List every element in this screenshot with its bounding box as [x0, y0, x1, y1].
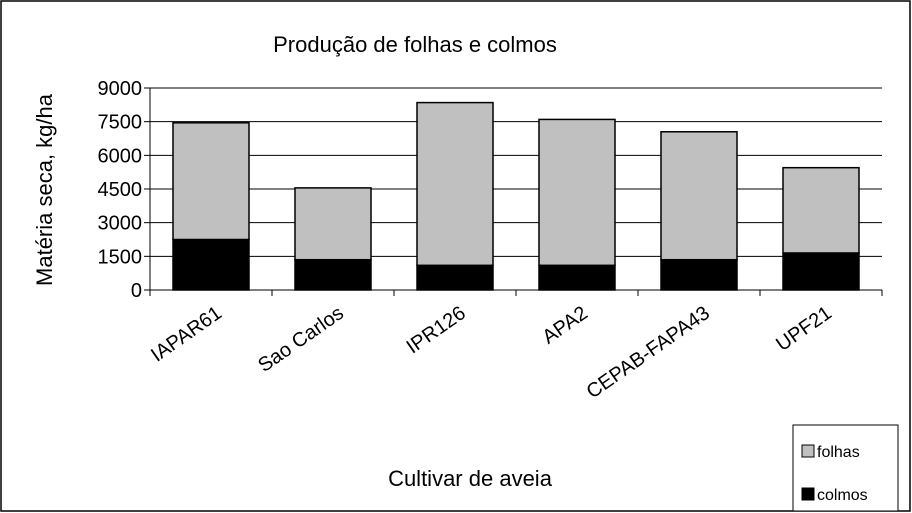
bar-segment	[172, 238, 250, 291]
bar-segment	[660, 258, 738, 291]
y-tick-label: 7500	[98, 112, 143, 134]
y-tick-label: 0	[131, 280, 142, 302]
y-tick-label: 9000	[98, 78, 143, 100]
bar-segment	[660, 131, 738, 261]
chart-title: Produção de folhas e colmos	[273, 32, 557, 57]
bar-segment	[416, 264, 494, 291]
legend-label: folhas	[817, 444, 860, 461]
y-tick-label: 3000	[98, 213, 143, 235]
bar-segment	[294, 187, 372, 261]
bar-segment	[782, 166, 860, 254]
bar-segment	[538, 264, 616, 291]
bar-segment	[782, 252, 860, 291]
x-axis-title: Cultivar de aveia	[388, 466, 553, 491]
bar-segment	[538, 118, 616, 267]
legend-label: colmos	[817, 487, 868, 504]
bar-segment	[172, 122, 250, 241]
bar-segment	[294, 258, 372, 291]
y-tick-label: 6000	[98, 145, 143, 167]
legend-swatch	[801, 444, 815, 458]
legend-swatch	[801, 487, 815, 501]
y-tick-label: 4500	[98, 179, 143, 201]
bar-segment	[416, 101, 494, 267]
y-axis-title: Matéria seca, kg/ha	[32, 93, 57, 286]
y-tick-label: 1500	[98, 246, 143, 268]
